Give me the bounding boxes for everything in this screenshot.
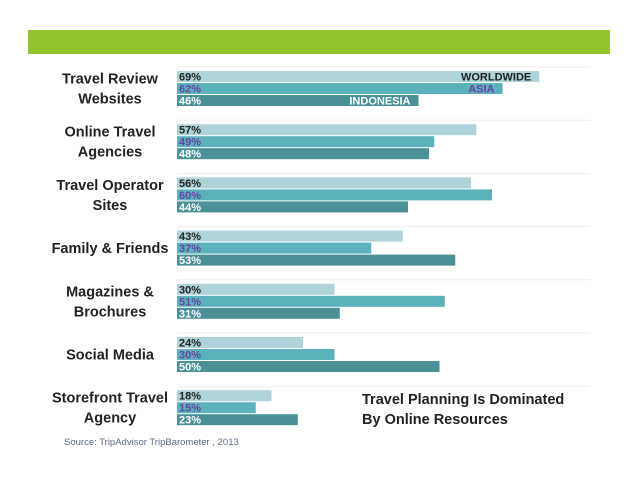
bar-worldwide-3 (177, 230, 403, 242)
value-label-indonesia-3: 53% (179, 255, 201, 267)
legend-label-indonesia: INDONESIA (349, 96, 410, 108)
value-label-asia-4: 51% (179, 296, 201, 308)
bar-asia-5 (177, 349, 335, 360)
value-label-indonesia-1: 48% (179, 149, 201, 161)
annotation-line-1: Travel Planning Is Dominated (362, 392, 565, 408)
category-label: Sites (93, 198, 128, 214)
value-label-worldwide-3: 43% (179, 231, 201, 243)
bar-worldwide-2 (177, 177, 471, 189)
value-label-indonesia-4: 31% (179, 308, 201, 320)
category-label: Brochures (74, 304, 147, 320)
category-label: Agencies (78, 145, 142, 161)
value-label-worldwide-1: 57% (179, 125, 201, 137)
category-label: Magazines & (66, 284, 154, 300)
value-label-asia-2: 60% (179, 190, 201, 202)
value-label-worldwide-6: 18% (179, 391, 201, 403)
bar-asia-1 (177, 136, 435, 148)
source-note: Source: TripAdvisor TripBarometer , 2013 (64, 437, 239, 448)
value-label-asia-1: 49% (179, 137, 201, 149)
category-label: Websites (78, 92, 141, 108)
bar-indonesia-4 (177, 307, 340, 319)
category-label: Family & Friends (52, 241, 169, 257)
value-label-worldwide-0: 69% (179, 72, 201, 84)
category-label: Online Travel (64, 125, 155, 141)
bar-indonesia-6 (177, 414, 298, 426)
value-label-indonesia-5: 50% (179, 362, 201, 374)
bar-asia-6 (177, 402, 256, 414)
bar-worldwide-4 (177, 283, 335, 295)
category-label: Travel Operator (56, 178, 164, 194)
bar-asia-3 (177, 242, 372, 254)
value-label-indonesia-0: 46% (179, 96, 201, 108)
bar-worldwide-5 (177, 337, 303, 348)
value-label-asia-5: 30% (179, 350, 201, 362)
value-label-asia-3: 37% (179, 243, 201, 255)
bar-indonesia-0 (177, 95, 419, 106)
value-label-worldwide-2: 56% (179, 178, 201, 190)
bar-indonesia-5 (177, 361, 440, 372)
bar-asia-2 (177, 189, 492, 201)
annotation-line-2: By Online Resources (362, 412, 508, 428)
bar-worldwide-6 (177, 390, 272, 402)
value-label-indonesia-2: 44% (179, 202, 201, 214)
category-label: Storefront Travel (52, 391, 168, 407)
legend-label-asia: ASIA (468, 84, 494, 96)
bar-indonesia-3 (177, 254, 456, 266)
bar-indonesia-1 (177, 148, 429, 160)
bar-asia-4 (177, 295, 445, 307)
value-label-indonesia-6: 23% (179, 415, 201, 427)
chart-annotation: Travel Planning Is Dominated By Online R… (362, 390, 612, 430)
value-label-asia-6: 15% (179, 403, 201, 415)
legend-label-worldwide: WORLDWIDE (461, 72, 531, 84)
category-label: Travel Review (62, 72, 159, 88)
bar-indonesia-2 (177, 201, 408, 213)
category-label: Social Media (66, 348, 155, 364)
value-label-asia-0: 62% (179, 84, 201, 96)
bar-asia-0 (177, 83, 503, 94)
value-label-worldwide-5: 24% (179, 338, 201, 350)
header-accent-bar (28, 30, 610, 54)
value-label-worldwide-4: 30% (179, 284, 201, 296)
bar-worldwide-0 (177, 71, 540, 82)
category-label: Agency (84, 411, 136, 427)
bar-worldwide-1 (177, 124, 477, 136)
